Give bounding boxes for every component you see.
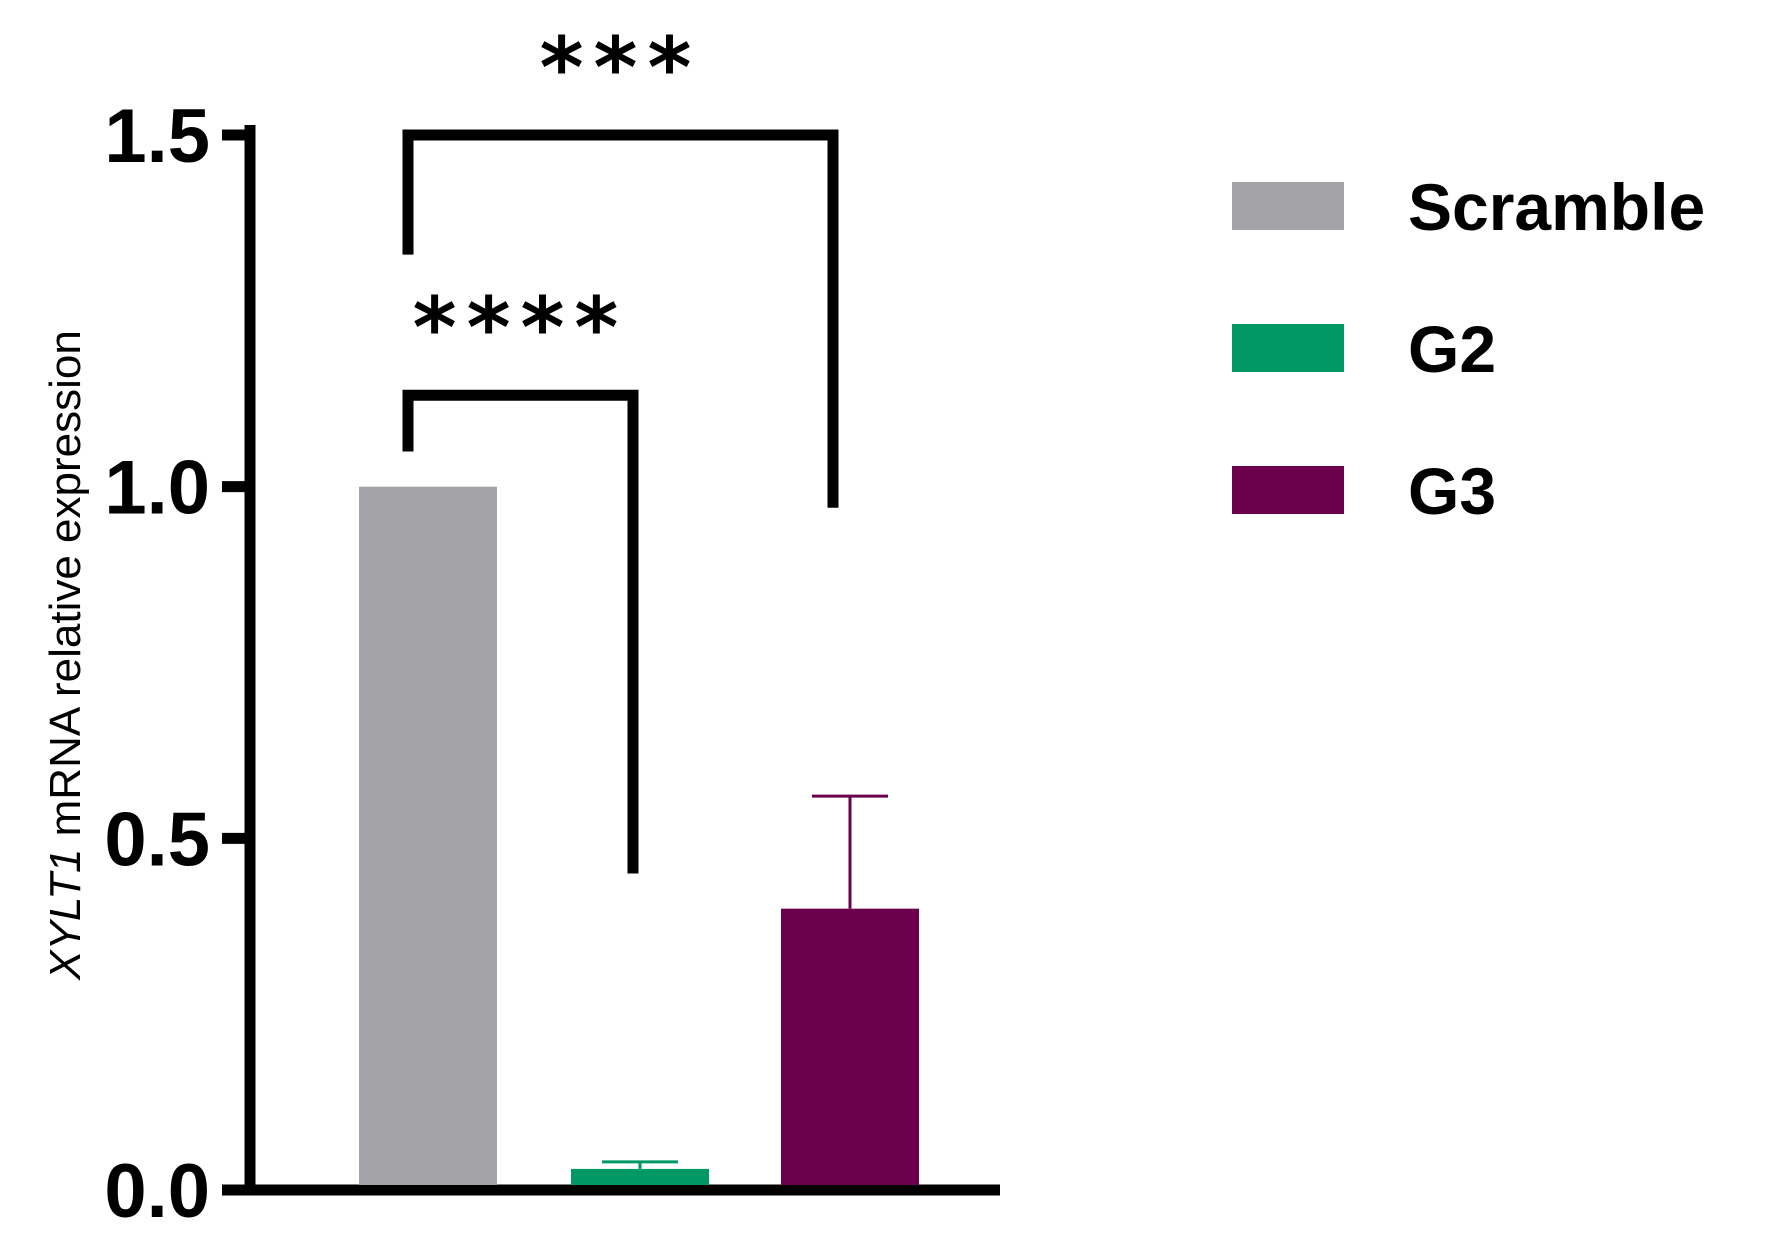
y-tick-label: 0.0: [104, 1149, 210, 1234]
significance-brackets: *******: [402, 19, 839, 874]
y-tick-label: 1.0: [104, 446, 210, 531]
y-ticks: 0.0 0.5 1.0 1.5: [104, 94, 250, 1234]
y-tick-label: 0.5: [104, 797, 210, 882]
axes: [244, 125, 1000, 1196]
bars: [359, 486, 919, 1186]
significance-label: ****: [413, 279, 629, 377]
legend-swatch: [1232, 182, 1344, 230]
legend-label: G2: [1408, 312, 1496, 386]
legend-label: G3: [1408, 454, 1496, 528]
y-axis-title-rest: mRNA relative expression: [41, 330, 90, 848]
bar-g2: [571, 1168, 709, 1185]
legend-swatch: [1232, 324, 1344, 372]
legend: Scramble G2 G3: [1232, 170, 1705, 528]
bar-g3: [781, 908, 919, 1185]
significance-label: ***: [540, 19, 702, 117]
legend-label: Scramble: [1408, 170, 1705, 244]
y-axis-title-italic: XYLT1: [41, 849, 90, 981]
y-axis-title: XYLT1 mRNA relative expression: [41, 330, 90, 981]
error-bars: [602, 794, 888, 1169]
significance-bracket: [402, 129, 839, 508]
legend-swatch: [1232, 466, 1344, 514]
y-tick-label: 1.5: [104, 94, 210, 179]
bar-scramble: [359, 486, 497, 1186]
significance-bracket: [402, 389, 639, 874]
